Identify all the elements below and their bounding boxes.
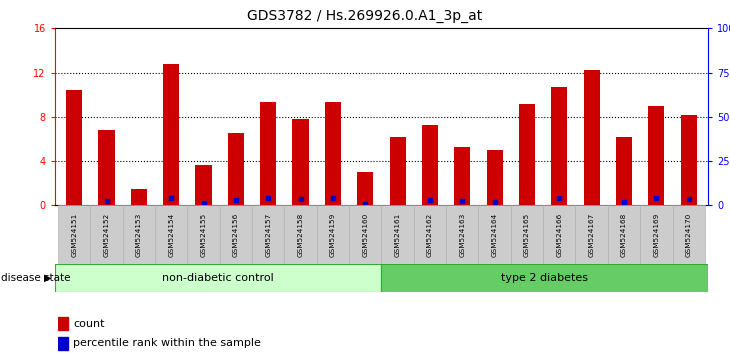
Bar — [58, 318, 68, 330]
Bar — [196, 166, 212, 205]
Bar — [58, 205, 91, 264]
Bar — [155, 205, 188, 264]
Text: GSM524168: GSM524168 — [621, 212, 627, 257]
Bar — [672, 205, 705, 264]
Text: GSM524156: GSM524156 — [233, 212, 239, 257]
Bar — [228, 133, 244, 205]
Bar — [640, 205, 672, 264]
Text: GSM524163: GSM524163 — [459, 212, 465, 257]
Bar — [357, 172, 373, 205]
Text: GSM524152: GSM524152 — [104, 212, 110, 257]
Text: GSM524157: GSM524157 — [265, 212, 272, 257]
Bar — [131, 189, 147, 205]
Bar — [381, 264, 708, 292]
Bar — [220, 205, 252, 264]
Text: GDS3782 / Hs.269926.0.A1_3p_at: GDS3782 / Hs.269926.0.A1_3p_at — [247, 9, 483, 23]
Bar — [349, 205, 381, 264]
Text: type 2 diabetes: type 2 diabetes — [502, 273, 588, 283]
Text: GSM524167: GSM524167 — [588, 212, 595, 257]
Bar — [188, 205, 220, 264]
Bar — [293, 119, 309, 205]
Text: GSM524153: GSM524153 — [136, 212, 142, 257]
Bar — [551, 87, 567, 205]
Bar — [163, 64, 180, 205]
Bar — [260, 102, 277, 205]
Text: count: count — [73, 319, 104, 329]
Text: GSM524165: GSM524165 — [524, 212, 530, 257]
Bar — [575, 205, 608, 264]
Bar — [55, 264, 381, 292]
Text: GSM524169: GSM524169 — [653, 212, 659, 257]
Bar — [648, 106, 664, 205]
Bar — [422, 125, 438, 205]
Bar — [285, 205, 317, 264]
Bar — [414, 205, 446, 264]
Text: GSM524151: GSM524151 — [71, 212, 77, 257]
Bar — [446, 205, 478, 264]
Bar — [519, 104, 535, 205]
Text: non-diabetic control: non-diabetic control — [162, 273, 274, 283]
Bar — [486, 150, 503, 205]
Bar — [583, 70, 600, 205]
Bar — [680, 115, 696, 205]
Bar — [123, 205, 155, 264]
Bar — [325, 102, 341, 205]
Bar — [317, 205, 349, 264]
Text: GSM524164: GSM524164 — [491, 212, 498, 257]
Bar — [543, 205, 575, 264]
Bar — [91, 205, 123, 264]
Text: ▶: ▶ — [45, 273, 52, 283]
Bar — [252, 205, 285, 264]
Bar — [608, 205, 640, 264]
Bar — [616, 137, 632, 205]
Bar — [99, 130, 115, 205]
Text: GSM524159: GSM524159 — [330, 212, 336, 257]
Bar — [66, 90, 82, 205]
Text: GSM524161: GSM524161 — [395, 212, 401, 257]
Text: GSM524166: GSM524166 — [556, 212, 562, 257]
Bar — [511, 205, 543, 264]
Text: GSM524158: GSM524158 — [298, 212, 304, 257]
Bar — [58, 337, 68, 350]
Text: GSM524154: GSM524154 — [168, 212, 174, 257]
Bar — [454, 147, 470, 205]
Bar — [381, 205, 414, 264]
Bar — [390, 137, 406, 205]
Text: disease state: disease state — [1, 273, 71, 283]
Text: percentile rank within the sample: percentile rank within the sample — [73, 338, 261, 348]
Bar — [478, 205, 511, 264]
Text: GSM524160: GSM524160 — [362, 212, 368, 257]
Text: GSM524155: GSM524155 — [201, 212, 207, 257]
Text: GSM524162: GSM524162 — [427, 212, 433, 257]
Text: GSM524170: GSM524170 — [685, 212, 692, 257]
